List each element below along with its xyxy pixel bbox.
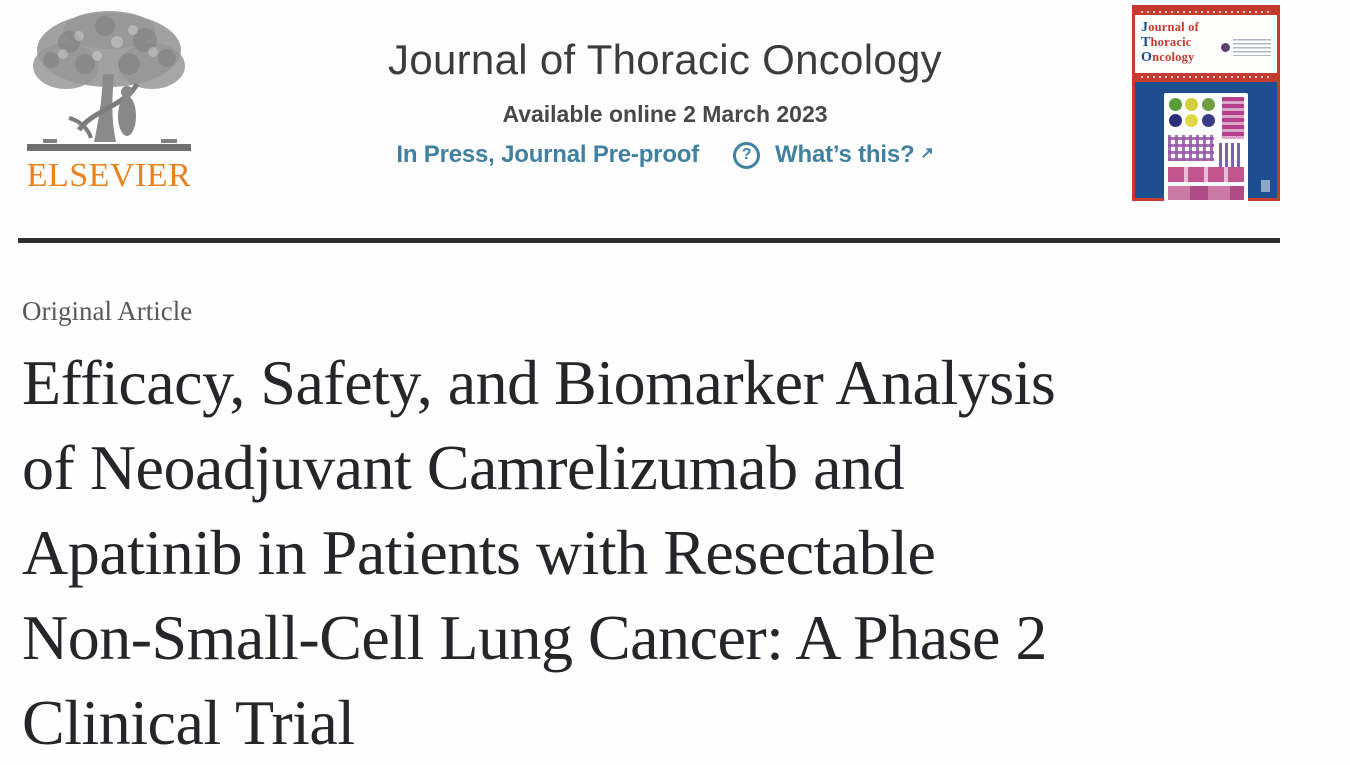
article-head: Original Article Efficacy, Safety, and B… (22, 296, 1302, 765)
article-title-line: Efficacy, Safety, and Biomarker Analysis (22, 347, 1056, 418)
cover-title-line: Journal of (1141, 20, 1199, 35)
whats-this-link[interactable]: What’s this? ↗ (775, 141, 934, 169)
header-divider (18, 238, 1280, 243)
cover-red-strip (1135, 73, 1277, 82)
cover-top-band (1135, 8, 1277, 15)
article-title: Efficacy, Safety, and Biomarker Analysis… (22, 340, 1302, 765)
article-title-line: Apatinib in Patients with Resectable (22, 517, 936, 588)
cover-publisher-mark (1261, 180, 1270, 192)
article-title-line: of Neoadjuvant Camrelizumab and (22, 432, 904, 503)
cover-title-line: Oncology (1141, 50, 1195, 65)
cover-body (1135, 82, 1277, 205)
elsevier-tree-icon (27, 11, 191, 151)
cover-title-line: Thoracic (1141, 35, 1192, 50)
article-type-label: Original Article (22, 296, 193, 326)
article-title-line: Non-Small-Cell Lung Cancer: A Phase 2 (22, 602, 1047, 673)
elsevier-wordmark: ELSEVIER (26, 157, 192, 194)
journal-header: ELSEVIER Journal of Thoracic Oncology Av… (0, 0, 1350, 238)
external-link-arrow-icon: ↗ (920, 145, 934, 162)
article-title-line: Clinical Trial (22, 687, 355, 758)
press-status-row: In Press, Journal Pre-proof ? What’s thi… (285, 141, 1045, 169)
help-circle-icon[interactable]: ? (733, 141, 761, 169)
cover-masthead: Journal of Thoracic Oncology (1135, 15, 1277, 73)
available-online-date: Available online 2 March 2023 (502, 101, 828, 127)
elsevier-logo[interactable]: ELSEVIER (18, 6, 200, 195)
press-status-text: In Press, Journal Pre-proof (396, 141, 700, 168)
journal-title: Journal of Thoracic Oncology (388, 36, 942, 83)
journal-cover-thumbnail[interactable]: Journal of Thoracic Oncology (1132, 5, 1280, 205)
cover-figure-panel (1164, 93, 1248, 205)
cover-society-emblem (1221, 39, 1271, 56)
whats-this-label: What’s this? (775, 141, 915, 168)
